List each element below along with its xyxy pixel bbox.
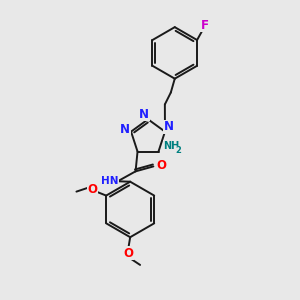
- Text: N: N: [120, 123, 130, 136]
- Text: O: O: [156, 159, 166, 172]
- Text: F: F: [201, 19, 209, 32]
- Text: HN: HN: [101, 176, 118, 186]
- Text: O: O: [87, 183, 97, 196]
- Text: N: N: [164, 120, 174, 133]
- Text: O: O: [123, 247, 133, 260]
- Text: NH: NH: [163, 141, 179, 151]
- Text: 2: 2: [176, 146, 181, 155]
- Text: N: N: [139, 108, 149, 121]
